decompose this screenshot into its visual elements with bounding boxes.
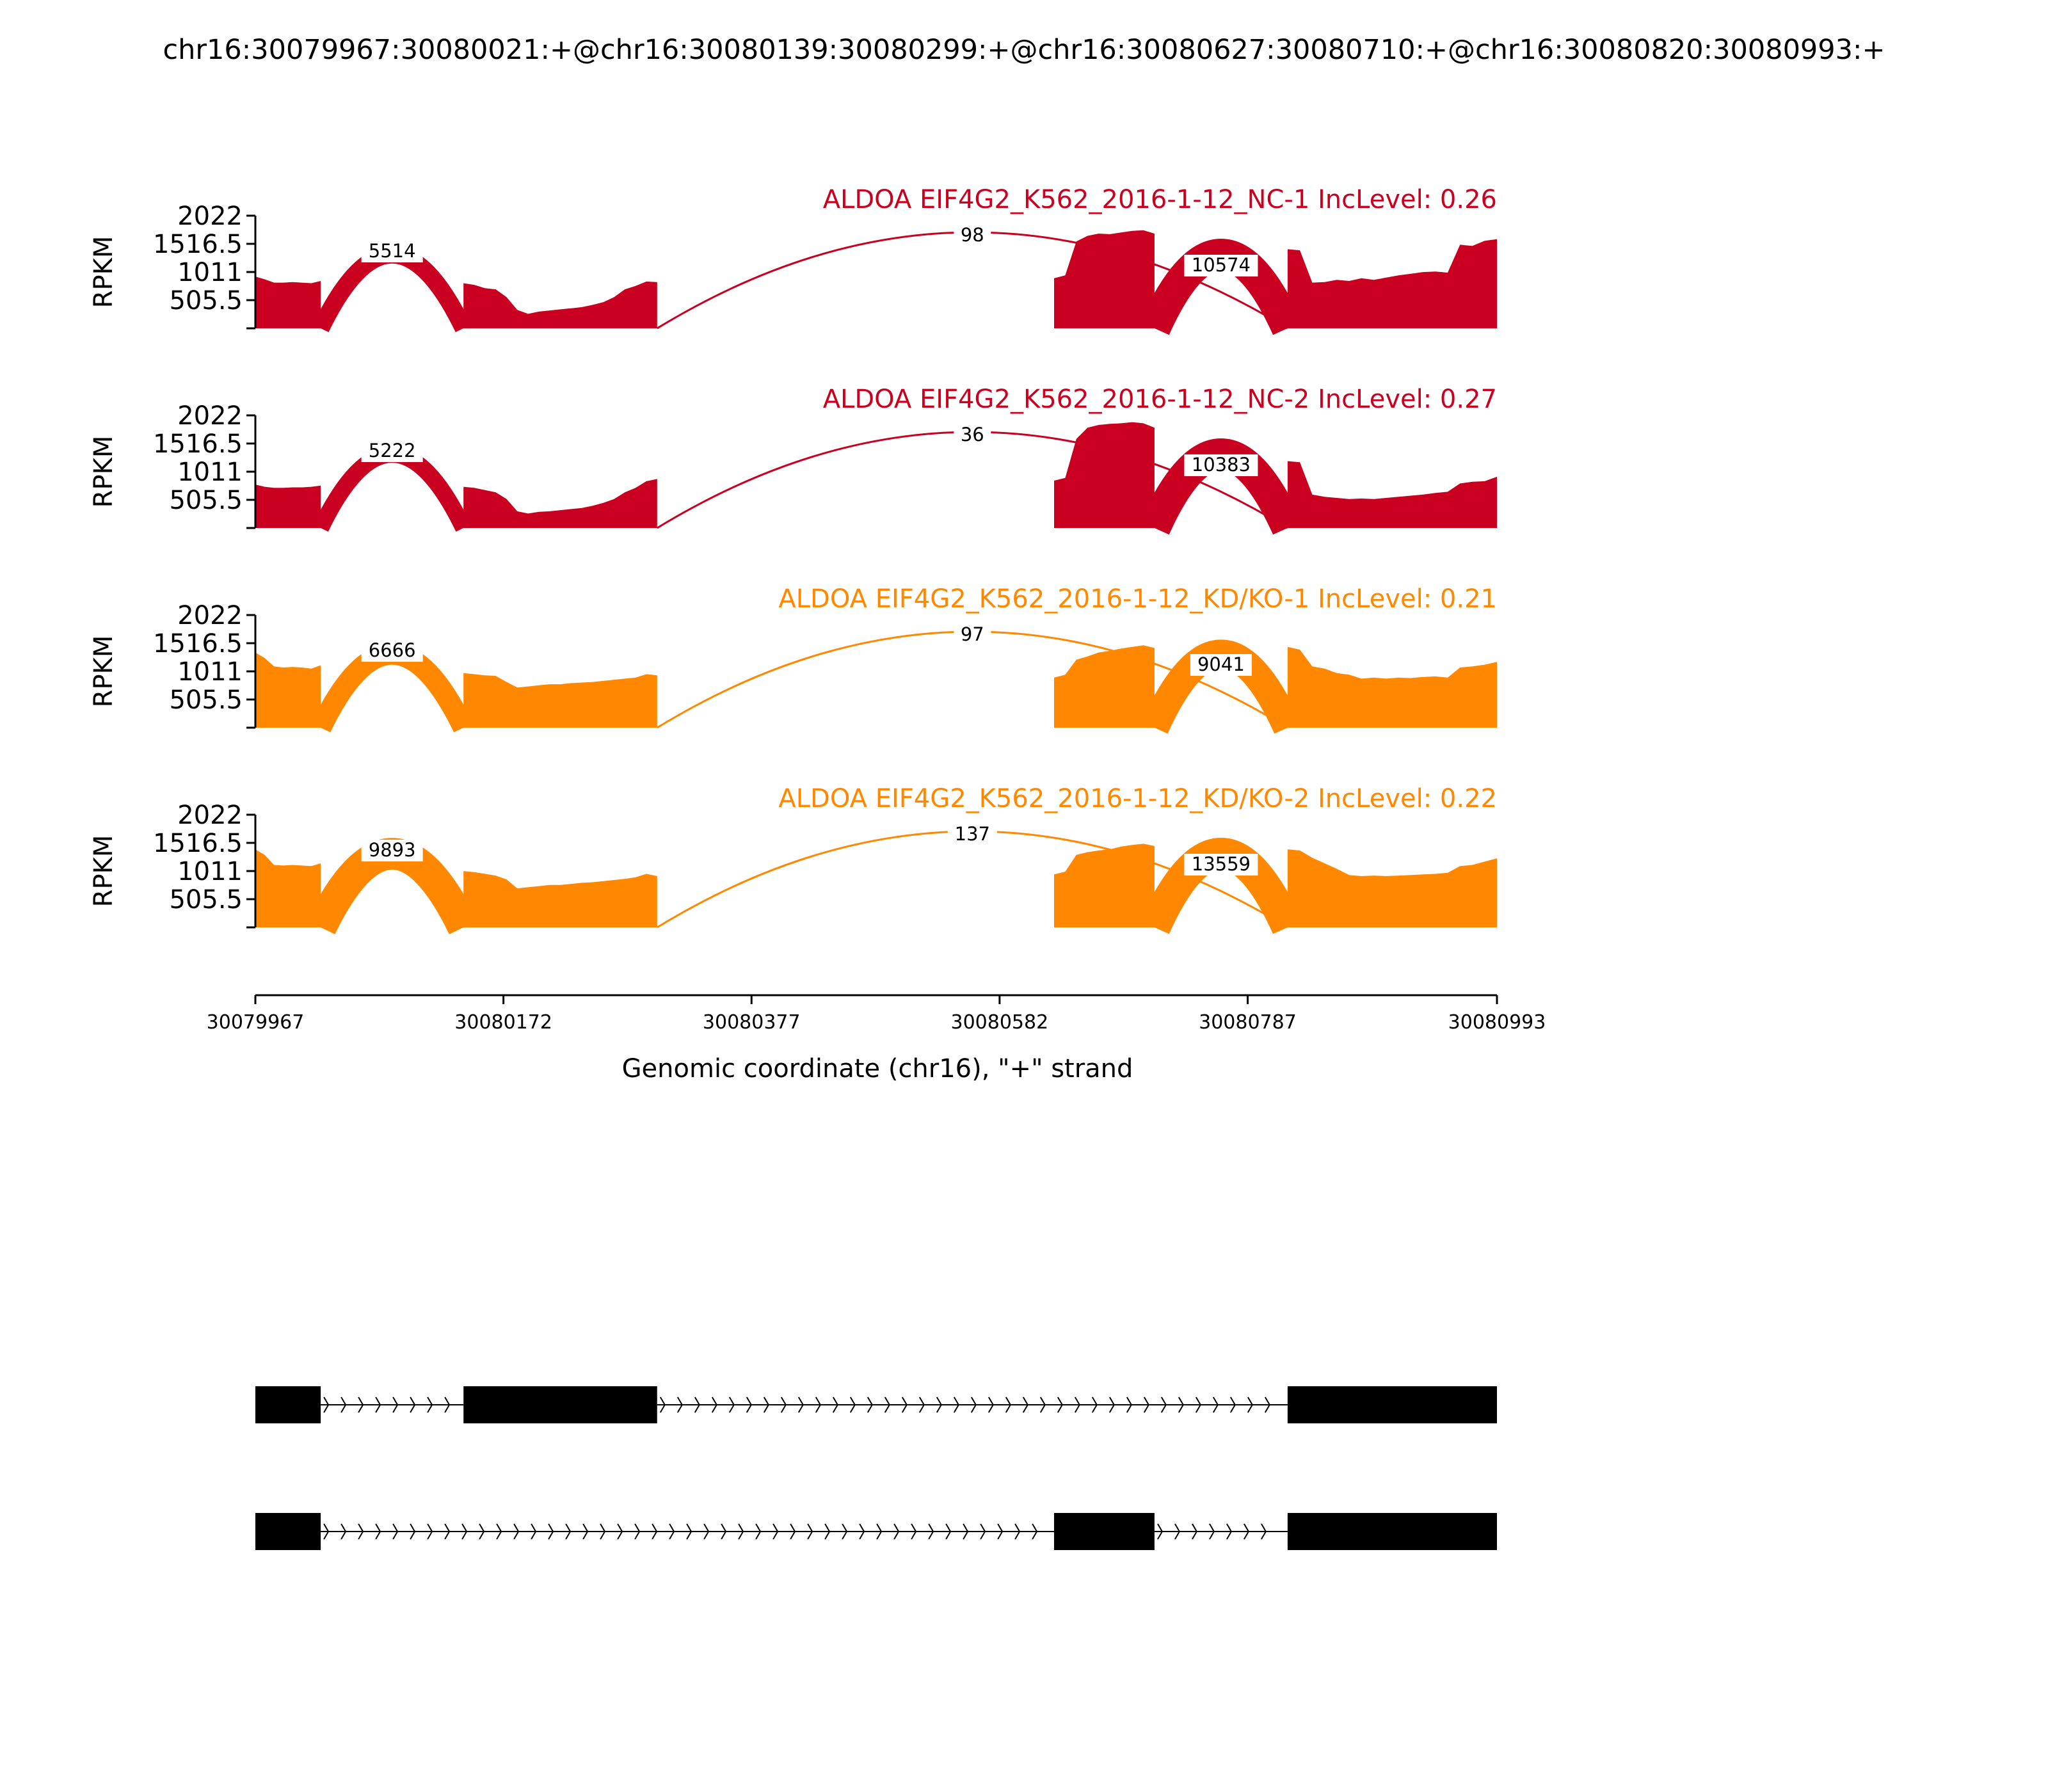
- coverage-area: [255, 652, 321, 728]
- strand-arrows: [323, 1396, 451, 1413]
- y-tick-label: 1011: [177, 657, 243, 687]
- junction-count: 97: [961, 623, 984, 645]
- junction-label-bg: [947, 824, 997, 845]
- x-axis-label: Genomic coordinate (chr16), "+" strand: [622, 1054, 1133, 1084]
- exon-block: [255, 1513, 321, 1550]
- coverage-area: [255, 484, 321, 528]
- y-axis-label: RPKM: [89, 436, 118, 508]
- x-tick-label: 30080172: [454, 1011, 552, 1034]
- coverage-area: [1287, 849, 1497, 927]
- y-axis-label: RPKM: [89, 835, 118, 908]
- isoform-track: [255, 1386, 1497, 1550]
- junction-label-bg: [1184, 854, 1258, 876]
- coverage-area: [1054, 230, 1155, 328]
- coverage-area: [463, 673, 657, 728]
- panel-title: ALDOA EIF4G2_K562_2016-1-12_KD/KO-1 IncL…: [778, 584, 1497, 614]
- junction-count: 13559: [1192, 853, 1251, 875]
- y-tick-label: 505.5: [169, 685, 243, 715]
- x-axis: 30079967 30080172 30080377 30080582 30080787…: [207, 994, 1546, 1034]
- y-tick-label: 1011: [177, 258, 243, 287]
- y-tick-label: 1516.5: [153, 429, 243, 459]
- coverage-area: [1287, 646, 1497, 728]
- y-tick-label: 1516.5: [153, 629, 243, 659]
- x-tick-label: 30080993: [1448, 1011, 1546, 1034]
- exon-block: [463, 1386, 657, 1423]
- y-tick-label: 1516.5: [153, 829, 243, 858]
- junction-arc: [306, 838, 478, 934]
- x-tick-label: 30080377: [703, 1011, 801, 1034]
- x-tick-label: 30080582: [951, 1011, 1049, 1034]
- y-tick-label: 2022: [177, 801, 243, 830]
- coverage-area: [1054, 844, 1155, 927]
- junction-label-bg: [1184, 454, 1258, 476]
- junction-arc: [313, 446, 471, 532]
- panel-title: ALDOA EIF4G2_K562_2016-1-12_NC-2 IncLeve…: [823, 385, 1497, 414]
- y-tick-label: 505.5: [169, 885, 243, 915]
- junction-count: 9041: [1197, 653, 1245, 675]
- y-axis-label: RPKM: [89, 236, 118, 308]
- junction-label-bg: [1184, 255, 1258, 276]
- x-tick-label: 30079967: [207, 1011, 305, 1034]
- exon-block: [255, 1386, 321, 1423]
- y-axis-label: RPKM: [89, 636, 118, 708]
- coverage-area: [255, 276, 321, 328]
- y-tick-label: 1011: [177, 458, 243, 487]
- junction-count: 98: [961, 224, 984, 246]
- exon-block: [1287, 1513, 1497, 1550]
- y-tick-label: 2022: [177, 202, 243, 231]
- strand-arrows: [323, 1523, 1038, 1540]
- x-tick-label: 30080787: [1199, 1011, 1297, 1034]
- junction-label-bg: [954, 225, 991, 246]
- y-tick-label: 2022: [177, 401, 243, 431]
- junction-count: 6666: [369, 639, 416, 661]
- junction-label-bg: [361, 241, 423, 262]
- junction-count: 36: [961, 424, 984, 445]
- plot-title: chr16:30079967:30080021:+@chr16:30080139…: [163, 34, 1885, 66]
- junction-count: 5222: [369, 440, 416, 461]
- coverage-area: [463, 871, 657, 927]
- junction-label-bg: [1190, 654, 1252, 676]
- coverage-area: [255, 849, 321, 927]
- y-tick-label: 1011: [177, 857, 243, 886]
- junction-count: 5514: [369, 240, 416, 262]
- coverage-area: [463, 479, 657, 528]
- exon-block: [1053, 1513, 1155, 1550]
- strand-arrows: [659, 1396, 1270, 1413]
- coverage-area: [1287, 461, 1497, 528]
- junction-arc: [311, 643, 474, 733]
- coverage-area: [1287, 239, 1497, 328]
- junction-label-bg: [361, 440, 423, 462]
- junction-label-bg: [954, 624, 991, 646]
- y-tick-label: 505.5: [169, 286, 243, 316]
- coverage-area: [1054, 422, 1155, 528]
- coverage-area: [463, 281, 657, 328]
- coverage-area: [1054, 645, 1155, 728]
- junction-label-bg: [954, 424, 991, 446]
- y-tick-label: 505.5: [169, 486, 243, 515]
- strand-arrows: [1157, 1523, 1267, 1540]
- junction-count: 137: [955, 823, 990, 845]
- junction-count: 10574: [1192, 254, 1251, 276]
- exon-block: [1287, 1386, 1497, 1423]
- isoform-2: [255, 1513, 1497, 1550]
- junction-label-bg: [361, 640, 423, 662]
- y-tick-label: 2022: [177, 601, 243, 630]
- junction-count: 9893: [369, 839, 416, 861]
- panel-title: ALDOA EIF4G2_K562_2016-1-12_KD/KO-2 IncL…: [778, 784, 1497, 813]
- y-tick-label: 1516.5: [153, 230, 243, 259]
- junction-arc: [312, 246, 472, 333]
- panel-title: ALDOA EIF4G2_K562_2016-1-12_NC-1 IncLeve…: [823, 185, 1497, 214]
- junction-count: 10383: [1192, 454, 1251, 476]
- isoform-1: [255, 1386, 1497, 1423]
- junction-label-bg: [361, 840, 423, 861]
